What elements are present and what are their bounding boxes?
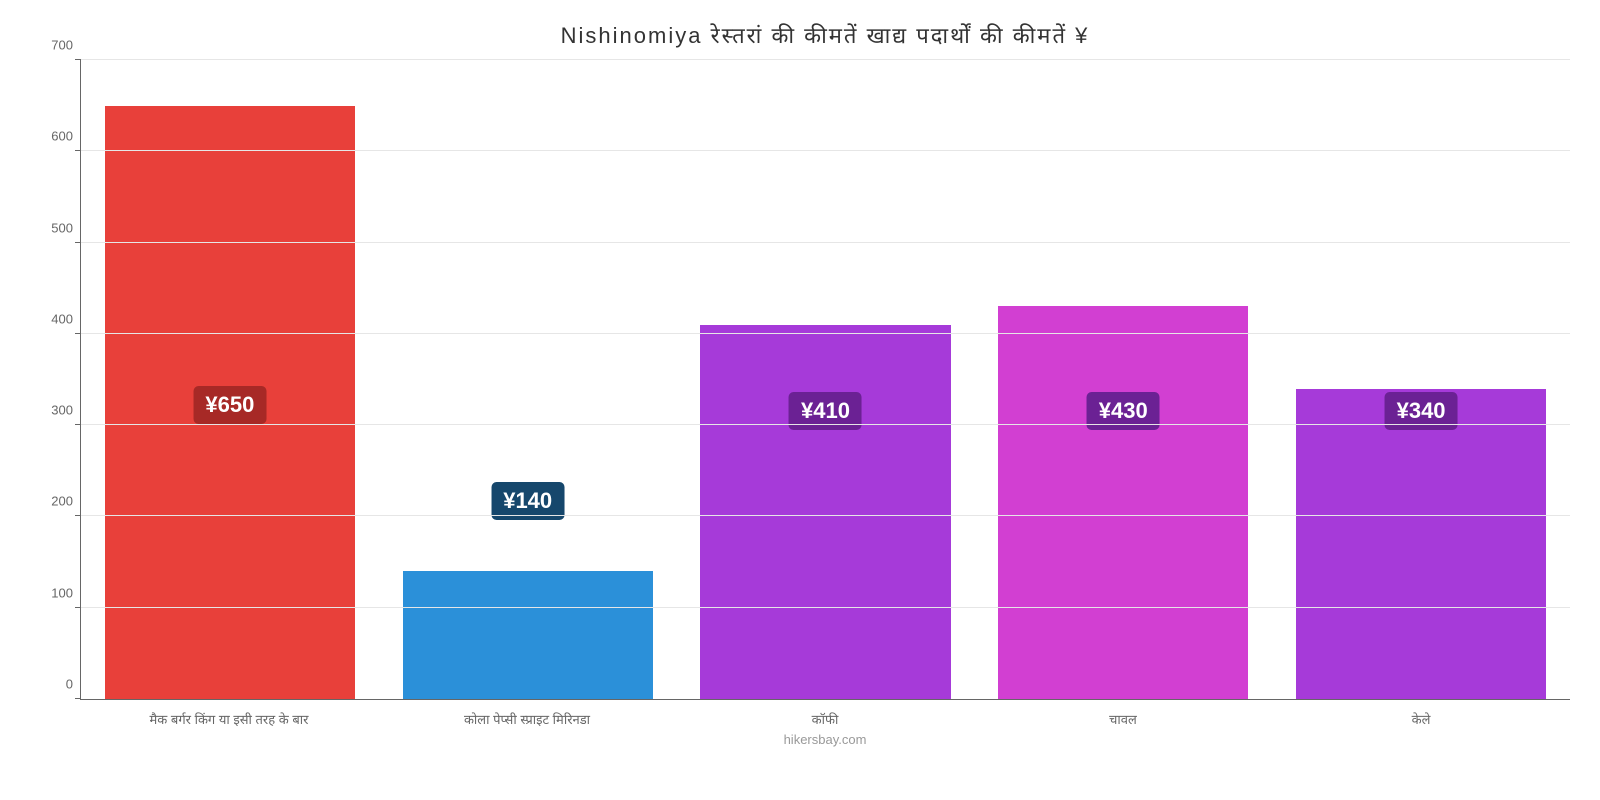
attribution-text: hikersbay.com: [80, 732, 1570, 747]
y-tick-label: 0: [66, 677, 81, 692]
gridline: [81, 59, 1570, 60]
bar-slot: ¥430: [974, 60, 1272, 699]
gridline: [81, 333, 1570, 334]
x-axis-label: चावल: [974, 710, 1272, 728]
y-tick-label: 600: [51, 129, 81, 144]
bar-slot: ¥140: [379, 60, 677, 699]
y-tick-label: 100: [51, 585, 81, 600]
x-axis-labels: मैक बर्गर किंग या इसी तरह के बारकोला पेप…: [80, 710, 1570, 728]
y-tick-mark: [75, 515, 81, 516]
y-tick-mark: [75, 698, 81, 699]
y-tick-label: 300: [51, 403, 81, 418]
gridline: [81, 424, 1570, 425]
y-tick-label: 700: [51, 38, 81, 53]
value-badge: ¥140: [491, 482, 564, 520]
bar: [998, 306, 1248, 699]
bar-slot: ¥340: [1272, 60, 1570, 699]
x-axis-label: मैक बर्गर किंग या इसी तरह के बार: [80, 710, 378, 728]
y-tick-mark: [75, 607, 81, 608]
price-bar-chart: Nishinomiya रेस्तरां की कीमतें खाद्य पदा…: [0, 0, 1600, 800]
gridline: [81, 150, 1570, 151]
y-tick-label: 400: [51, 311, 81, 326]
y-tick-mark: [75, 242, 81, 243]
y-tick-mark: [75, 333, 81, 334]
chart-title: Nishinomiya रेस्तरां की कीमतें खाद्य पदा…: [80, 20, 1570, 50]
x-axis-label: कॉफी: [676, 710, 974, 728]
bar: [1296, 389, 1546, 699]
y-tick-mark: [75, 150, 81, 151]
bar: [403, 571, 653, 699]
gridline: [81, 515, 1570, 516]
y-tick-mark: [75, 59, 81, 60]
bar-slot: ¥650: [81, 60, 379, 699]
value-badge: ¥650: [193, 386, 266, 424]
gridline: [81, 607, 1570, 608]
y-tick-label: 200: [51, 494, 81, 509]
plot-area: ¥650¥140¥410¥430¥340 0100200300400500600…: [80, 60, 1570, 700]
bars-row: ¥650 ¥140 ¥410¥430¥340: [81, 60, 1570, 699]
x-axis-label: कोला पेप्सी स्प्राइट मिरिनडा: [378, 710, 676, 728]
bar-slot: ¥410: [677, 60, 975, 699]
gridline: [81, 242, 1570, 243]
bar: [700, 325, 950, 699]
x-axis-label: केले: [1272, 710, 1570, 728]
y-tick-mark: [75, 424, 81, 425]
y-tick-label: 500: [51, 220, 81, 235]
